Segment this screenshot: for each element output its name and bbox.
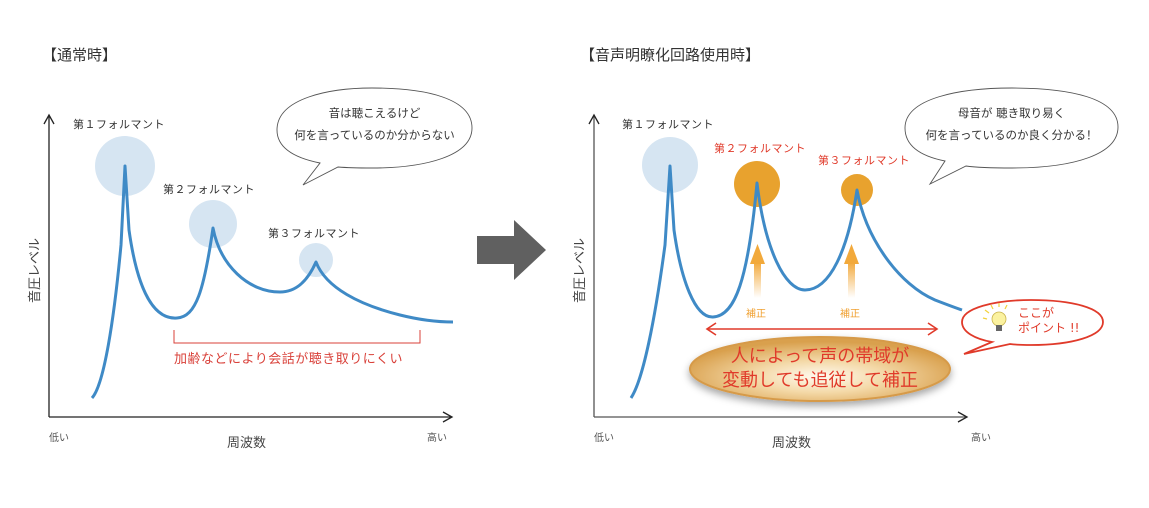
point-bubble-line2: ポイント !! [1018,321,1080,335]
ellipse-note-text: 人によって声の帯域が 変動しても追従して補正 [690,345,950,393]
speech-bubble-right [904,87,1119,186]
spectrum-curve-boosted [629,164,963,399]
speech-bubble-left-line2: 何を言っているのか分からない [294,128,455,142]
formant-1-label: 第１フォルマント [73,118,165,131]
ellipse-note-shape [689,336,951,402]
left-chart [43,87,473,423]
speech-bubble-left-text: 音は聴こえるけど 何を言っているのか分からない [277,102,472,146]
x-axis-label-right: 周波数 [772,436,812,451]
y-axis-label-right: 音圧レベル [573,237,588,303]
speech-bubble-left [276,87,473,186]
correction-label-2: 補正 [840,309,860,320]
x-axis-low-left: 低い [49,433,69,444]
formant-3-label: 第３フォルマント [268,227,360,240]
formant-2-label-right: 第２フォルマント [714,142,806,155]
spectrum-curve-normal [90,164,454,400]
right-arrow-icon [477,220,546,280]
correction-label-1: 補正 [746,309,766,320]
formant-1-label-right: 第１フォルマント [622,118,714,131]
x-axis-label-left: 周波数 [227,436,267,451]
point-bubble-text: ここが ポイント !! [1018,306,1079,336]
point-bubble-line1: ここが [1018,306,1055,320]
correction-arrow-2 [844,244,859,264]
right-chart [588,87,1119,423]
speech-bubble-right-line2: 何を言っているのか良く分かる！ [925,128,1098,142]
speech-bubble-left-line1: 音は聴こえるけど [328,106,421,120]
left-panel-title: 【通常時】 [42,46,118,64]
ellipse-note-line1: 人によって声の帯域が [730,346,910,367]
lightbulb-icon [982,303,1008,331]
formant-3-circle [299,243,333,277]
x-axis-high-right: 高い [971,433,991,444]
x-axis-low-right: 低い [594,433,614,444]
right-panel-title: 【音声明瞭化回路使用時】 [580,46,761,64]
formant-2-circle [189,200,237,248]
speech-bubble-right-line1: 母音が 聴き取り易く [957,106,1066,120]
aging-note: 加齢などにより会話が聴き取りにくい [174,352,403,367]
formant-3-label-right: 第３フォルマント [818,154,910,167]
range-bracket [173,330,421,344]
speech-bubble-right-text: 母音が 聴き取り易く 何を言っているのか良く分かる！ [905,102,1118,146]
ellipse-note-line2: 変動しても追従して補正 [721,370,919,391]
correction-arrow-1 [750,244,765,264]
y-axis-label-left: 音圧レベル [28,237,43,303]
formant-2-label: 第２フォルマント [163,183,255,196]
x-axis-high-left: 高い [427,433,447,444]
